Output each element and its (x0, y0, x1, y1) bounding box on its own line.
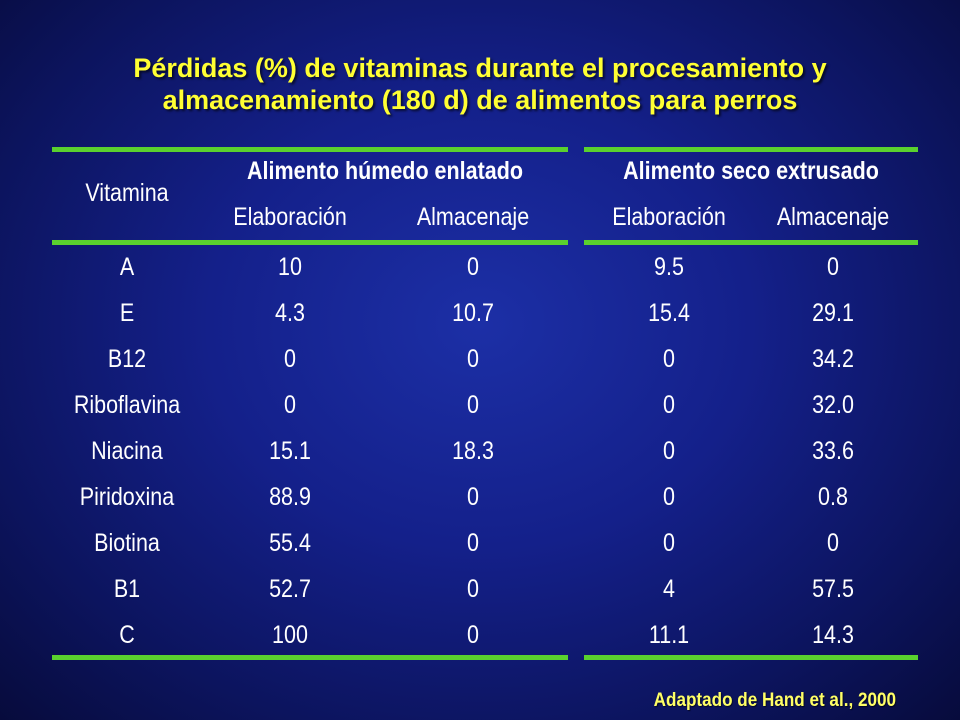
rule-top-left (52, 147, 568, 152)
vitamin-name: E (119, 299, 135, 327)
vitamin-name: B1 (113, 575, 141, 603)
dry-elaboracion-value: 0 (663, 437, 675, 465)
wet-elaboracion-value: 0 (284, 345, 296, 373)
dry-almacenaje-value: 33.6 (812, 437, 854, 465)
dry-elaboracion-value: 15.4 (648, 299, 690, 327)
sub-header-dry-elaboracion: Elaboración (612, 203, 726, 231)
rule-top-right (584, 147, 918, 152)
vitamin-name: Niacina (91, 437, 163, 465)
sub-header-wet-elaboracion: Elaboración (233, 203, 347, 231)
dry-elaboracion-value: 9.5 (654, 253, 684, 281)
wet-elaboracion-value: 15.1 (269, 437, 311, 465)
group-header-dry: Alimento seco extrusado (623, 157, 879, 185)
vitamin-name: Piridoxina (79, 483, 175, 511)
wet-elaboracion-value: 4.3 (275, 299, 305, 327)
dry-elaboracion-value: 0 (663, 483, 675, 511)
wet-elaboracion-value: 55.4 (269, 529, 311, 557)
dry-almacenaje-value: 57.5 (812, 575, 854, 603)
rule-header-right (584, 240, 918, 245)
dry-elaboracion-value: 0 (663, 345, 675, 373)
dry-almacenaje-value: 32.0 (812, 391, 854, 419)
sub-header-dry-almacenaje: Almacenaje (776, 203, 890, 231)
wet-elaboracion-value: 10 (278, 253, 302, 281)
title-line-1: Pérdidas (%) de vitaminas durante el pro… (133, 53, 827, 83)
rule-bottom-right (584, 655, 918, 660)
vitamin-name: A (119, 253, 135, 281)
dry-elaboracion-value: 0 (663, 391, 675, 419)
sub-header-wet-almacenaje: Almacenaje (416, 203, 530, 231)
wet-almacenaje-value: 18.3 (452, 437, 494, 465)
wet-almacenaje-value: 10.7 (452, 299, 494, 327)
wet-elaboracion-value: 52.7 (269, 575, 311, 603)
wet-almacenaje-value: 0 (467, 391, 479, 419)
dry-almacenaje-value: 0 (827, 253, 839, 281)
dry-almacenaje-value: 29.1 (812, 299, 854, 327)
dry-almacenaje-value: 34.2 (812, 345, 854, 373)
dry-elaboracion-value: 11.1 (648, 621, 690, 649)
dry-elaboracion-value: 0 (663, 529, 675, 557)
vitamin-name: C (119, 621, 135, 649)
rule-header-left (52, 240, 568, 245)
wet-almacenaje-value: 0 (467, 253, 479, 281)
wet-elaboracion-value: 0 (284, 391, 296, 419)
slide-title: Pérdidas (%) de vitaminas durante el pro… (0, 52, 960, 116)
wet-almacenaje-value: 0 (467, 621, 479, 649)
wet-almacenaje-value: 0 (467, 575, 479, 603)
dry-almacenaje-value: 0.8 (818, 483, 848, 511)
vitamin-name: Biotina (94, 529, 160, 557)
dry-elaboracion-value: 4 (663, 575, 675, 603)
wet-almacenaje-value: 0 (467, 345, 479, 373)
source-credit: Adaptado de Hand et al., 2000 (653, 690, 896, 711)
wet-almacenaje-value: 0 (467, 529, 479, 557)
group-header-wet: Alimento húmedo enlatado (247, 157, 523, 185)
wet-elaboracion-value: 88.9 (269, 483, 311, 511)
rule-bottom-left (52, 655, 568, 660)
wet-almacenaje-value: 0 (467, 483, 479, 511)
title-line-2: almacenamiento (180 d) de alimentos para… (162, 85, 798, 115)
wet-elaboracion-value: 100 (272, 621, 308, 649)
dry-almacenaje-value: 0 (827, 529, 839, 557)
dry-almacenaje-value: 14.3 (812, 621, 854, 649)
vitamin-name: Riboflavina (73, 391, 181, 419)
vitamin-header: Vitamina (85, 179, 169, 207)
vitamin-name: B12 (107, 345, 147, 373)
